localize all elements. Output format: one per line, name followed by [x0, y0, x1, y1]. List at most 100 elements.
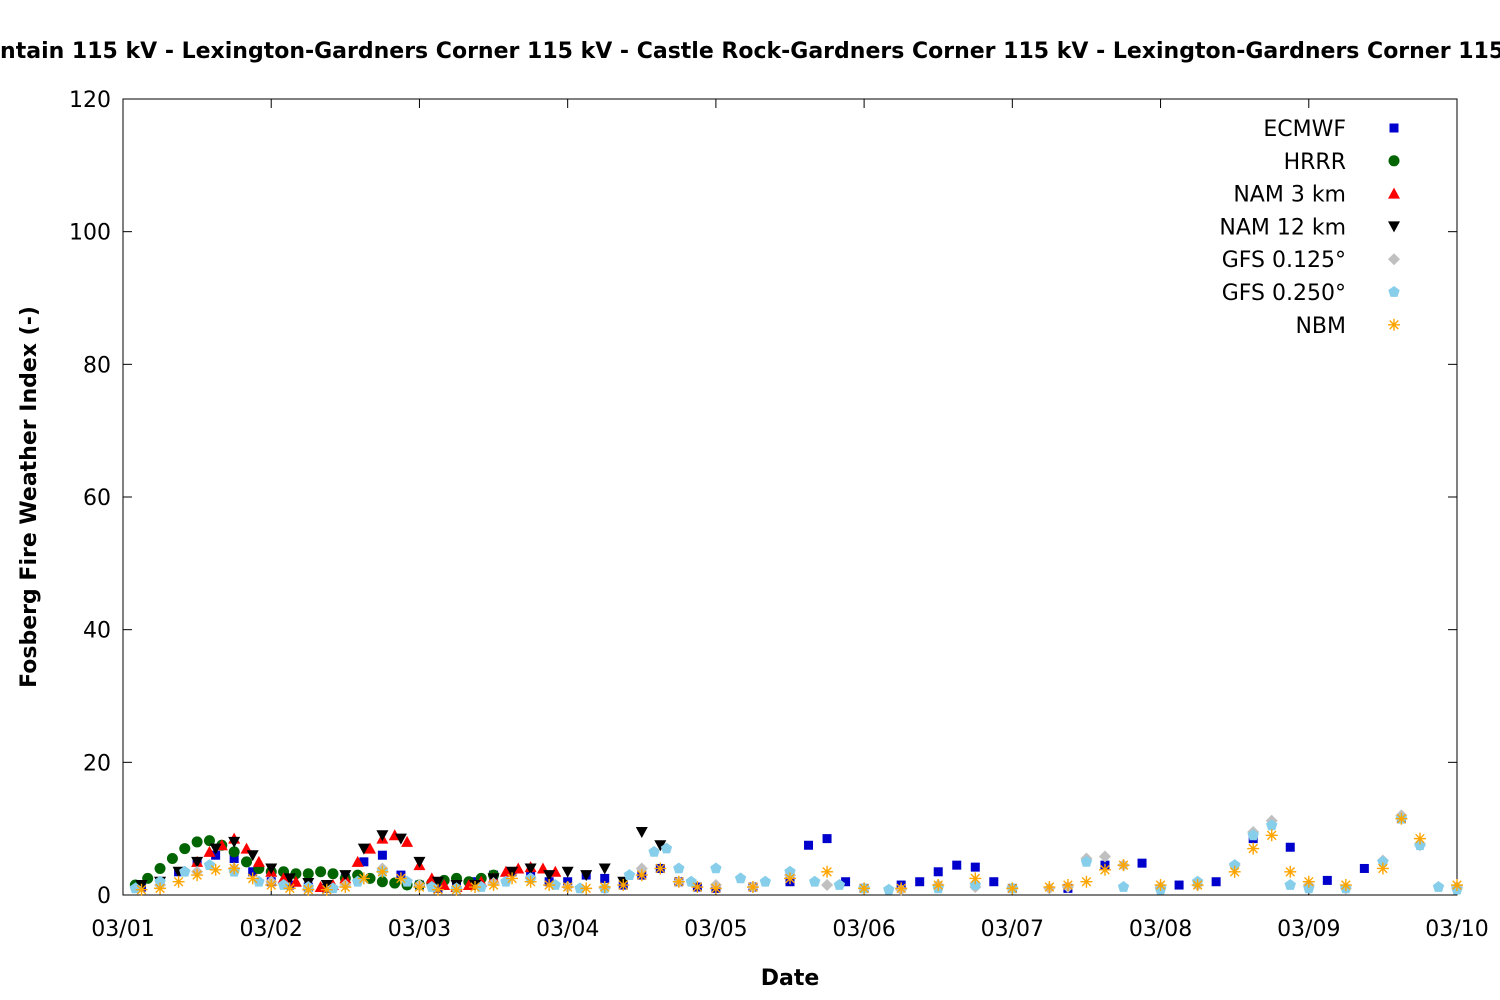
- legend-marker: [1389, 123, 1399, 133]
- data-point: [746, 881, 759, 894]
- data-point: [598, 881, 611, 894]
- y-axis-label: Fosberg Fire Weather Index (-): [17, 306, 42, 688]
- data-point: [1247, 842, 1260, 855]
- data-point: [302, 883, 315, 896]
- data-point: [179, 865, 191, 877]
- data-point: [129, 882, 142, 894]
- legend-label: ECMWF: [1263, 117, 1346, 142]
- data-point: [1266, 819, 1278, 831]
- data-point: [784, 872, 796, 885]
- data-point: [389, 877, 401, 889]
- data-point: [524, 863, 537, 875]
- data-points: [129, 809, 1463, 896]
- data-point: [277, 872, 290, 884]
- data-point: [1395, 812, 1408, 825]
- data-point: [154, 862, 166, 874]
- data-point: [357, 843, 370, 855]
- data-point: [858, 882, 871, 895]
- data-point: [809, 875, 821, 887]
- data-point: [598, 863, 611, 875]
- legend-marker: [1388, 253, 1400, 266]
- data-point: [660, 842, 673, 854]
- data-point: [203, 835, 215, 847]
- y-tick-label: 60: [83, 486, 111, 511]
- data-point: [1322, 875, 1332, 885]
- data-point: [804, 840, 814, 850]
- data-point: [1098, 850, 1111, 863]
- data-point: [1339, 879, 1352, 892]
- data-point: [970, 862, 980, 872]
- data-point: [989, 877, 999, 887]
- data-point: [635, 869, 648, 882]
- data-point: [1043, 881, 1056, 894]
- data-point: [289, 875, 302, 887]
- data-point: [1228, 865, 1241, 878]
- data-point: [933, 867, 943, 877]
- data-point: [710, 862, 722, 874]
- data-point: [209, 843, 222, 855]
- data-point: [821, 879, 834, 892]
- data-point: [654, 840, 667, 852]
- data-point: [179, 843, 191, 855]
- data-point: [506, 872, 519, 885]
- data-point: [543, 870, 556, 882]
- data-point: [487, 879, 500, 892]
- data-point: [228, 862, 241, 875]
- legend-marker: [1388, 286, 1400, 297]
- data-point: [1265, 829, 1278, 842]
- legend: ECMWF HRRR NAM 3 km NAM 12 km GFS 0.125° GFS …: [1219, 117, 1400, 339]
- x-tick-label: 03/03: [388, 917, 451, 942]
- x-tick-label: 03/08: [1129, 917, 1192, 942]
- data-point: [623, 869, 636, 880]
- data-point: [339, 870, 352, 882]
- data-point: [524, 875, 537, 888]
- data-point: [265, 863, 278, 875]
- data-point: [229, 854, 239, 864]
- data-point: [246, 872, 259, 885]
- data-point: [228, 836, 241, 848]
- data-point: [431, 876, 444, 888]
- x-tick-label: 03/05: [684, 917, 747, 942]
- chart-title: Mountain 115 kV - Lexington-Gardners Cor…: [0, 39, 1500, 64]
- x-axis-label: Date: [761, 966, 820, 991]
- legend-label: NAM 3 km: [1233, 183, 1346, 208]
- legend-label: GFS 0.250°: [1222, 281, 1346, 306]
- data-point: [1154, 879, 1167, 892]
- data-point: [248, 867, 258, 877]
- x-tick-label: 03/06: [832, 917, 895, 942]
- data-point: [784, 865, 796, 877]
- data-point: [1376, 862, 1389, 875]
- data-point: [1285, 842, 1295, 852]
- legend-marker: [1388, 155, 1400, 167]
- data-point: [915, 877, 925, 887]
- data-point: [932, 879, 945, 892]
- data-point: [211, 850, 221, 860]
- data-point: [543, 879, 556, 892]
- data-point: [1117, 859, 1130, 872]
- data-point: [841, 877, 851, 887]
- x-tick-label: 03/07: [981, 917, 1044, 942]
- data-point: [283, 873, 296, 885]
- data-point: [506, 866, 519, 878]
- data-point: [580, 882, 593, 895]
- data-point: [394, 833, 407, 845]
- data-point: [499, 865, 512, 877]
- data-point: [673, 862, 685, 874]
- x-tick-label: 03/01: [91, 917, 154, 942]
- data-point: [1061, 879, 1074, 892]
- data-point: [952, 860, 962, 870]
- data-point: [265, 879, 278, 892]
- y-tick-label: 40: [83, 619, 111, 644]
- data-point: [1229, 859, 1241, 870]
- data-point: [1413, 832, 1426, 845]
- data-point: [1432, 881, 1445, 892]
- y-tick-label: 0: [97, 884, 111, 909]
- data-point: [376, 830, 389, 842]
- data-point: [1080, 875, 1093, 888]
- axis-ticks: 0 20 40 60 80 100 120 03/01 03/02 03/03 03/04 03/05…: [69, 88, 1489, 942]
- data-point: [1377, 855, 1389, 867]
- data-point: [377, 850, 387, 860]
- data-point: [822, 834, 832, 844]
- data-point: [302, 868, 314, 880]
- data-point: [154, 875, 166, 887]
